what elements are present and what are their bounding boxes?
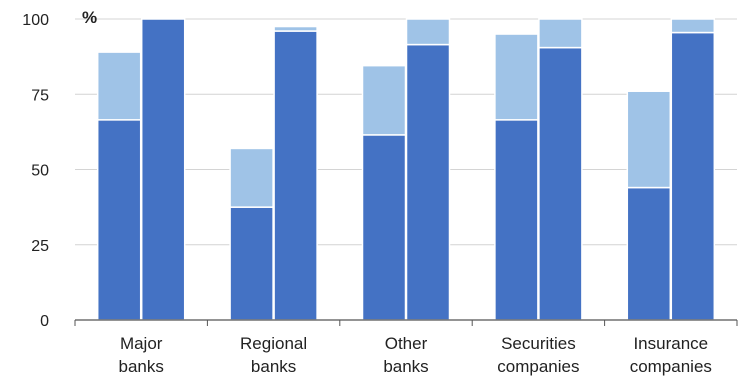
x-category-label: Major	[120, 334, 163, 353]
bar-segment-upper	[405, 18, 451, 46]
bar-segment-upper	[626, 90, 672, 189]
x-category-label: Other	[385, 334, 428, 353]
y-tick-label: 100	[22, 12, 49, 29]
x-category-label: companies	[497, 357, 579, 376]
bar-segment-upper	[229, 147, 274, 208]
unit-label: %	[82, 8, 97, 27]
bar-segment-upper	[361, 64, 407, 136]
x-category-label: banks	[119, 357, 164, 376]
y-tick-label: 25	[31, 238, 49, 255]
x-category-label: banks	[251, 357, 296, 376]
bar-segment-lower	[670, 31, 716, 321]
bar-segment-upper	[273, 25, 318, 32]
bar-segment-lower	[494, 119, 539, 321]
x-category-label: companies	[630, 357, 712, 376]
y-tick-label: 0	[40, 313, 49, 330]
bar-segment-upper	[96, 51, 142, 121]
bar-segment-lower	[229, 206, 274, 321]
x-category-label: Insurance	[633, 334, 708, 353]
y-tick-label: 75	[31, 87, 49, 104]
bars	[96, 18, 716, 321]
bar-segment-upper	[494, 33, 539, 121]
x-category-label: Regional	[240, 334, 307, 353]
bar-segment-lower	[405, 43, 451, 321]
bar-segment-lower	[626, 186, 672, 321]
bar-segment-lower	[273, 30, 318, 321]
y-tick-label: 50	[31, 163, 49, 180]
bar-segment-upper	[670, 18, 716, 34]
x-category-label: Securities	[501, 334, 576, 353]
bar-segment-lower	[140, 18, 186, 321]
bar-segment-lower	[96, 119, 142, 321]
labels: 0 25 50 75 100 % Major banks Regional banks Other b…	[22, 8, 712, 376]
bar-segment-upper	[538, 18, 583, 49]
bar-segment-lower	[538, 46, 583, 321]
bar-segment-lower	[361, 134, 407, 321]
x-category-label: banks	[383, 357, 428, 376]
axes	[74, 319, 738, 326]
